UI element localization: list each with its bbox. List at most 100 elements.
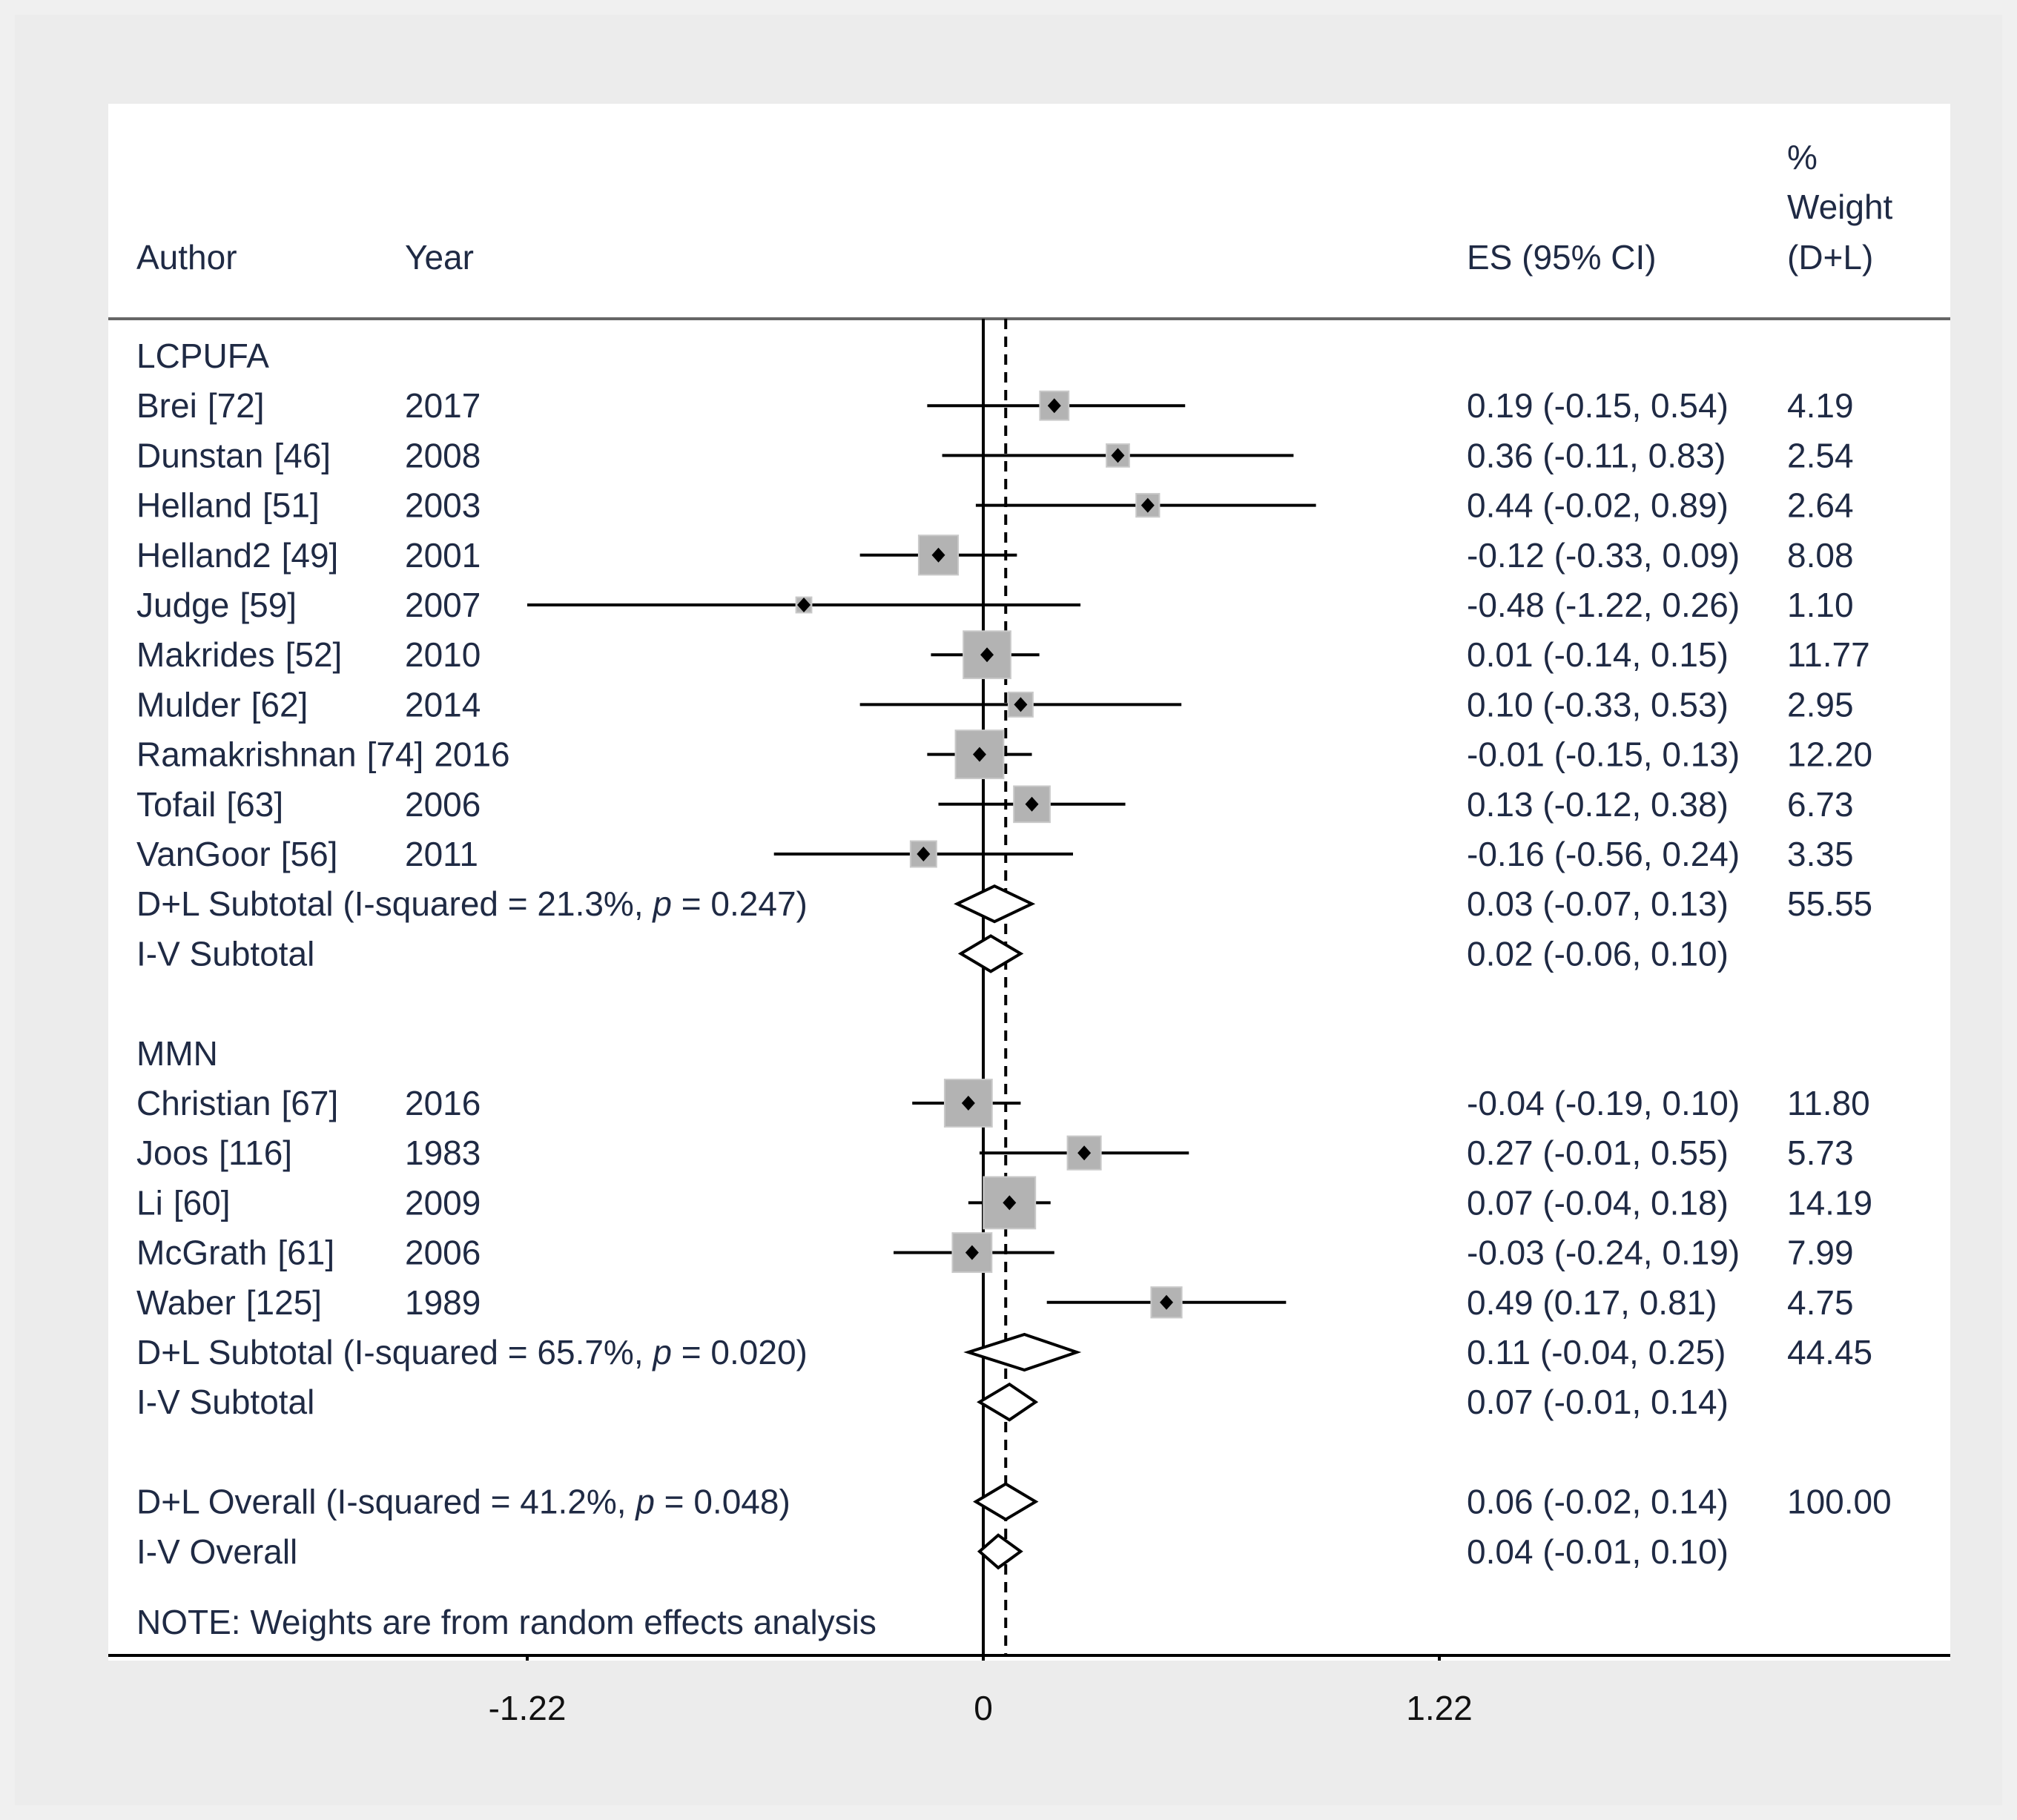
study-point-estimate (931, 547, 945, 563)
study-author-name: Dunstan (136, 436, 263, 474)
study-year: 2001 (405, 536, 481, 575)
study-author: Dunstan [46] (136, 436, 331, 474)
dl-overall-label: D+L Overall (136, 1483, 326, 1521)
study-point-estimate (972, 747, 986, 762)
study-ref: [59] (240, 586, 297, 624)
study-weight-box (1039, 390, 1070, 421)
dl-overall-weight: 100.00 (1787, 1483, 1892, 1521)
study-author-name: McGrath (136, 1234, 267, 1272)
study-author-name: Ramakrishnan (136, 735, 357, 774)
study-author: Makrides [52] (136, 635, 342, 674)
study-author-name: Helland (136, 486, 252, 525)
iv-overall-diamond (977, 1533, 1023, 1570)
dl-subtotal-het: (I-squared = 65.7%, (343, 1333, 653, 1371)
study-author-name: Judge (136, 586, 229, 624)
study-author-name: Mulder (136, 685, 241, 724)
study-year: 1983 (405, 1134, 481, 1172)
iv-subtotal-diamond (957, 934, 1024, 973)
study-author-name: VanGoor (136, 835, 271, 873)
study-year: 2006 (405, 785, 481, 824)
study-es-ci: -0.16 (-0.56, 0.24) (1467, 835, 1740, 873)
study-author: Mulder [62] (136, 685, 308, 724)
study-ref: [61] (277, 1234, 334, 1272)
study-author: Judge [59] (136, 586, 297, 624)
study-weight: 12.20 (1787, 735, 1872, 774)
iv-overall-label: I-V Overall (136, 1532, 297, 1571)
dl-subtotal-diamond (963, 1332, 1082, 1372)
study-year: 2009 (405, 1183, 481, 1222)
dl-overall-es-ci: 0.06 (-0.02, 0.14) (1467, 1483, 1729, 1521)
study-year: 2007 (405, 586, 481, 624)
study-point-estimate (1014, 697, 1028, 712)
x-axis-labels-svg: -1.22 0 1.22 (489, 1689, 1473, 1727)
study-weight: 5.73 (1787, 1134, 1854, 1172)
study-author: Tofail [63] (136, 785, 283, 824)
study-author: Li [60] (136, 1183, 231, 1222)
study-year: 2016 (405, 1084, 481, 1122)
study-es-ci: -0.01 (-0.15, 0.13) (1467, 735, 1740, 774)
dl-subtotal-weight: 55.55 (1787, 884, 1872, 923)
iv-subtotal-label: I-V Subtotal (136, 1383, 314, 1421)
forest-plot-panel: Author Year ES (95% CI) % Weight (D+L) L… (108, 104, 1950, 1727)
study-es-ci: 0.13 (-0.12, 0.38) (1467, 785, 1729, 824)
study-author: Joos [116] (136, 1134, 292, 1172)
x-tick-label: 0 (974, 1689, 993, 1727)
study-es-ci: 0.44 (-0.02, 0.89) (1467, 486, 1729, 525)
study-es-ci: 0.36 (-0.11, 0.83) (1467, 436, 1726, 474)
study-year: 2014 (405, 685, 481, 724)
study-author: McGrath [61] (136, 1234, 334, 1272)
study-author: Waber [125] (136, 1283, 322, 1322)
study-point-estimate (1025, 796, 1039, 812)
study-ref: [72] (208, 386, 265, 425)
dl-subtotal-p-value: = 0.020) (672, 1333, 808, 1371)
study-weight: 7.99 (1787, 1234, 1854, 1272)
x-tick-label: -1.22 (489, 1689, 567, 1727)
study-ref: [49] (282, 536, 339, 575)
study-year: 1989 (405, 1283, 481, 1322)
study-ref: [63] (226, 785, 283, 824)
study-author-name: Joos (136, 1134, 208, 1172)
weights-note: NOTE: Weights are from random effects an… (136, 1603, 877, 1641)
study-weight: 6.73 (1787, 785, 1854, 824)
figure-frame: Author Year ES (95% CI) % Weight (D+L) L… (15, 15, 2002, 1805)
study-weight: 2.95 (1787, 685, 1854, 724)
study-year: 2016 (434, 735, 509, 774)
iv-subtotal-label: I-V Subtotal (136, 934, 314, 973)
col-header-es: ES (95% CI) (1467, 238, 1657, 277)
group-label-lcpufa: LCPUFA (136, 337, 269, 375)
study-weight: 3.35 (1787, 835, 1854, 873)
study-author-name: Brei (136, 386, 197, 425)
study-ref: [67] (282, 1084, 339, 1122)
iv-subtotal-diamond (977, 1382, 1039, 1422)
iv-subtotal-es-ci: 0.02 (-0.06, 0.10) (1467, 934, 1729, 973)
study-author-name: Li (136, 1183, 163, 1222)
study-year: 2017 (405, 386, 481, 425)
dl-overall-p-value: = 0.048) (655, 1483, 790, 1521)
study-es-ci: 0.10 (-0.33, 0.53) (1467, 685, 1729, 724)
study-author-name: Waber (136, 1283, 236, 1322)
dl-subtotal-label: D+L Subtotal (136, 884, 343, 923)
study-weight: 2.54 (1787, 436, 1854, 474)
study-ref: [125] (246, 1283, 322, 1322)
study-ref: [46] (274, 436, 331, 474)
col-header-year: Year (405, 238, 474, 277)
col-header-weight-3: (D+L) (1787, 238, 1873, 277)
study-es-ci: 0.49 (0.17, 0.81) (1467, 1283, 1717, 1322)
study-point-estimate (965, 1245, 979, 1260)
col-header-weight-2: Weight (1787, 188, 1893, 226)
study-author: Christian [67] (136, 1084, 338, 1122)
dl-subtotal: D+L Subtotal (I-squared = 21.3%, p = 0.2… (136, 884, 808, 923)
study-weight: 2.64 (1787, 486, 1854, 525)
study-es-ci: -0.03 (-0.24, 0.19) (1467, 1234, 1740, 1272)
dl-subtotal-diamond (954, 884, 1036, 924)
study-year: 2011 (405, 835, 478, 873)
study-point-estimate (1140, 497, 1155, 513)
study-author: VanGoor [56] (136, 835, 337, 873)
study-author: Ramakrishnan [74] (136, 735, 423, 774)
dl-subtotal-p-value: = 0.247) (672, 884, 808, 923)
study-point-estimate (917, 847, 931, 861)
study-point-estimate (961, 1096, 975, 1111)
study-point-estimate (1160, 1294, 1174, 1310)
iv-subtotal-es-ci: 0.07 (-0.01, 0.14) (1467, 1383, 1729, 1421)
study-point-estimate (797, 598, 811, 612)
